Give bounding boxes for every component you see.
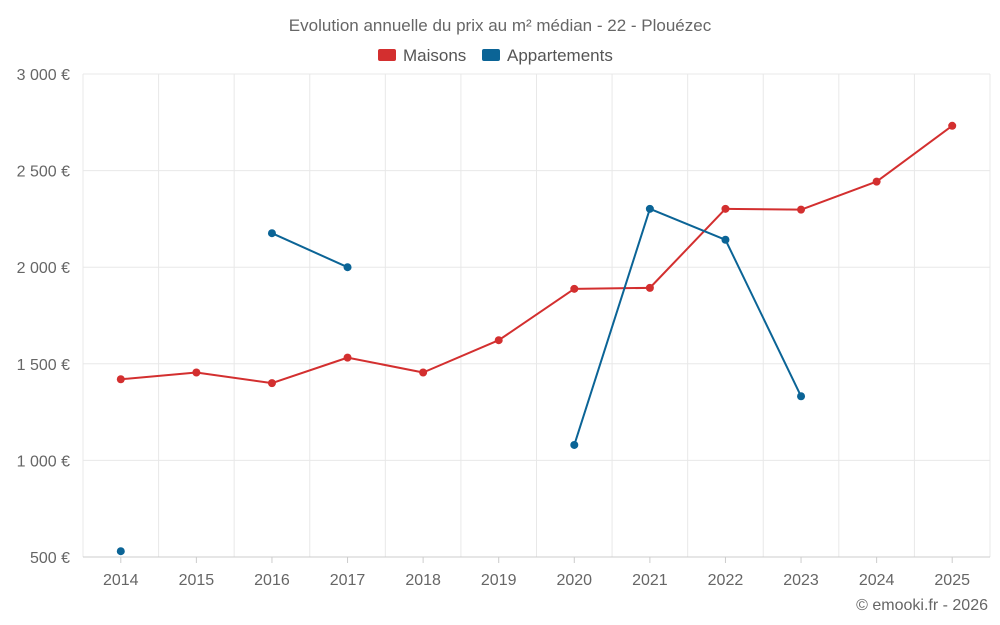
data-point-appartements[interactable]: [570, 440, 579, 449]
series-appartements: [116, 204, 806, 556]
series-line-maisons: [648, 207, 727, 289]
series-line-appartements: [573, 207, 651, 446]
x-tick-label: 2016: [254, 572, 290, 589]
x-tick-label: 2017: [330, 572, 366, 589]
x-tick-label: 2022: [708, 572, 744, 589]
series-line-maisons: [497, 287, 576, 342]
series-line-maisons: [573, 286, 651, 290]
series-line-maisons: [119, 371, 198, 381]
series-line-appartements: [648, 207, 727, 241]
series-line-maisons: [195, 371, 273, 385]
y-tick-label: 500 €: [30, 550, 70, 567]
legend-swatch-appartements: [482, 49, 500, 61]
data-point-maisons[interactable]: [494, 336, 503, 345]
chart-title: Evolution annuelle du prix au m² médian …: [289, 16, 712, 35]
x-tick-label: 2015: [179, 572, 215, 589]
series: [116, 121, 957, 556]
credit-text: © emooki.fr - 2026: [856, 597, 988, 614]
data-point-maisons[interactable]: [645, 283, 654, 292]
series-line-appartements: [724, 238, 803, 398]
series-line-maisons: [270, 356, 349, 385]
x-tick-label: 2025: [934, 572, 970, 589]
data-point-appartements[interactable]: [721, 235, 730, 244]
legend-item-appartements[interactable]: Appartements: [482, 46, 613, 65]
data-point-maisons[interactable]: [948, 121, 957, 130]
data-point-maisons[interactable]: [721, 204, 730, 213]
y-tick-label: 3 000 €: [17, 67, 70, 84]
series-line-maisons: [422, 339, 500, 374]
series-line-maisons: [875, 124, 954, 183]
series-maisons: [116, 121, 957, 388]
data-point-appartements[interactable]: [343, 263, 352, 272]
x-tick-label: 2019: [481, 572, 517, 589]
y-tick-label: 2 500 €: [17, 164, 70, 181]
data-point-appartements[interactable]: [645, 204, 654, 213]
data-point-appartements[interactable]: [267, 229, 276, 238]
x-tick-label: 2020: [556, 572, 592, 589]
legend-label-maisons: Maisons: [403, 46, 466, 65]
data-point-appartements[interactable]: [797, 392, 806, 401]
data-point-maisons[interactable]: [872, 177, 881, 186]
y-tick-label: 1 000 €: [17, 453, 70, 470]
chart-legend: Maisons Appartements: [378, 46, 613, 65]
data-point-maisons[interactable]: [570, 284, 579, 293]
data-point-maisons[interactable]: [343, 353, 352, 362]
data-point-maisons[interactable]: [419, 368, 428, 377]
series-line-maisons: [346, 356, 425, 374]
axes: 500 € 1 000 € 1 500 € 2 000 € 2 500 € 3 000 €…: [17, 67, 990, 589]
y-tick-label: 2 000 €: [17, 260, 70, 277]
data-point-maisons[interactable]: [192, 368, 201, 377]
data-point-appartements[interactable]: [116, 547, 125, 556]
x-tick-label: 2014: [103, 572, 139, 589]
legend-item-maisons[interactable]: Maisons: [378, 46, 466, 65]
data-point-maisons[interactable]: [267, 379, 276, 388]
y-tick-label: 1 500 €: [17, 357, 70, 374]
data-point-maisons[interactable]: [116, 375, 125, 384]
legend-swatch-maisons: [378, 49, 396, 61]
x-tick-label: 2021: [632, 572, 668, 589]
x-tick-label: 2018: [405, 572, 441, 589]
series-line-maisons: [800, 180, 878, 211]
x-tick-label: 2024: [859, 572, 895, 589]
x-tick-label: 2023: [783, 572, 819, 589]
data-point-maisons[interactable]: [797, 205, 806, 214]
series-line-appartements: [270, 232, 349, 269]
series-line-maisons: [724, 207, 803, 211]
legend-label-appartements: Appartements: [507, 46, 613, 65]
